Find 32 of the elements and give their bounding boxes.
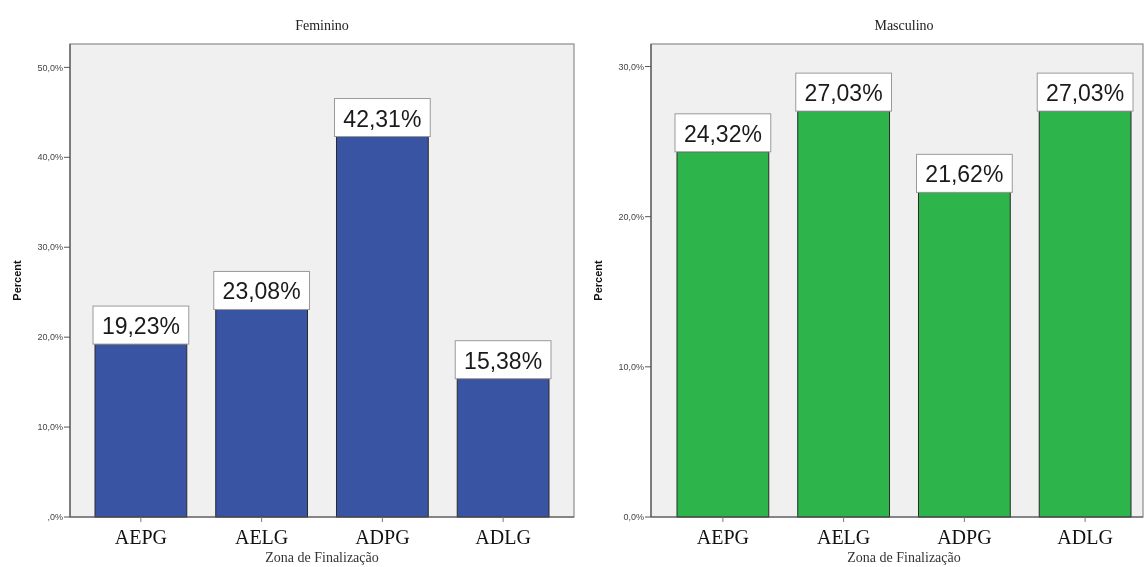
y-tick-label: 30,0% — [618, 61, 644, 72]
x-tick-label: AEPG — [696, 526, 749, 548]
x-tick-label: AELG — [816, 526, 871, 548]
data-label: 27,03% — [1046, 80, 1125, 107]
x-axis-title: Zona de Finalização — [265, 550, 379, 565]
y-axis-title: Percent — [591, 259, 604, 301]
chart-title: Masculino — [874, 18, 934, 33]
chart-title: Feminino — [295, 18, 349, 33]
y-tick-label: 50,0% — [37, 62, 63, 73]
y-tick-label: 10,0% — [618, 361, 644, 372]
x-axis-title: Zona de Finalização — [847, 550, 961, 565]
data-label: 19,23% — [101, 313, 180, 340]
x-tick-label: ADPG — [937, 526, 992, 548]
data-label: 15,38% — [464, 347, 543, 374]
data-label: 42,31% — [343, 105, 422, 132]
y-tick-label: 40,0% — [37, 152, 63, 163]
data-label: 27,03% — [804, 80, 883, 107]
x-tick-label: AELG — [234, 526, 289, 548]
x-tick-label: ADLG — [475, 526, 531, 548]
y-tick-label: 0,0% — [623, 512, 644, 523]
y-tick-label: 10,0% — [37, 422, 63, 433]
x-tick-label: ADLG — [1057, 526, 1113, 548]
y-tick-label: ,0% — [47, 512, 63, 523]
x-tick-label: AEPG — [114, 526, 167, 548]
data-label: 24,32% — [683, 120, 762, 147]
y-tick-label: 20,0% — [37, 332, 63, 343]
x-tick-label: ADPG — [355, 526, 410, 548]
data-label: 23,08% — [222, 278, 301, 305]
data-label: 21,62% — [925, 161, 1004, 188]
y-tick-label: 30,0% — [37, 242, 63, 253]
y-axis-title: Percent — [10, 259, 23, 301]
y-tick-label: 20,0% — [618, 211, 644, 222]
